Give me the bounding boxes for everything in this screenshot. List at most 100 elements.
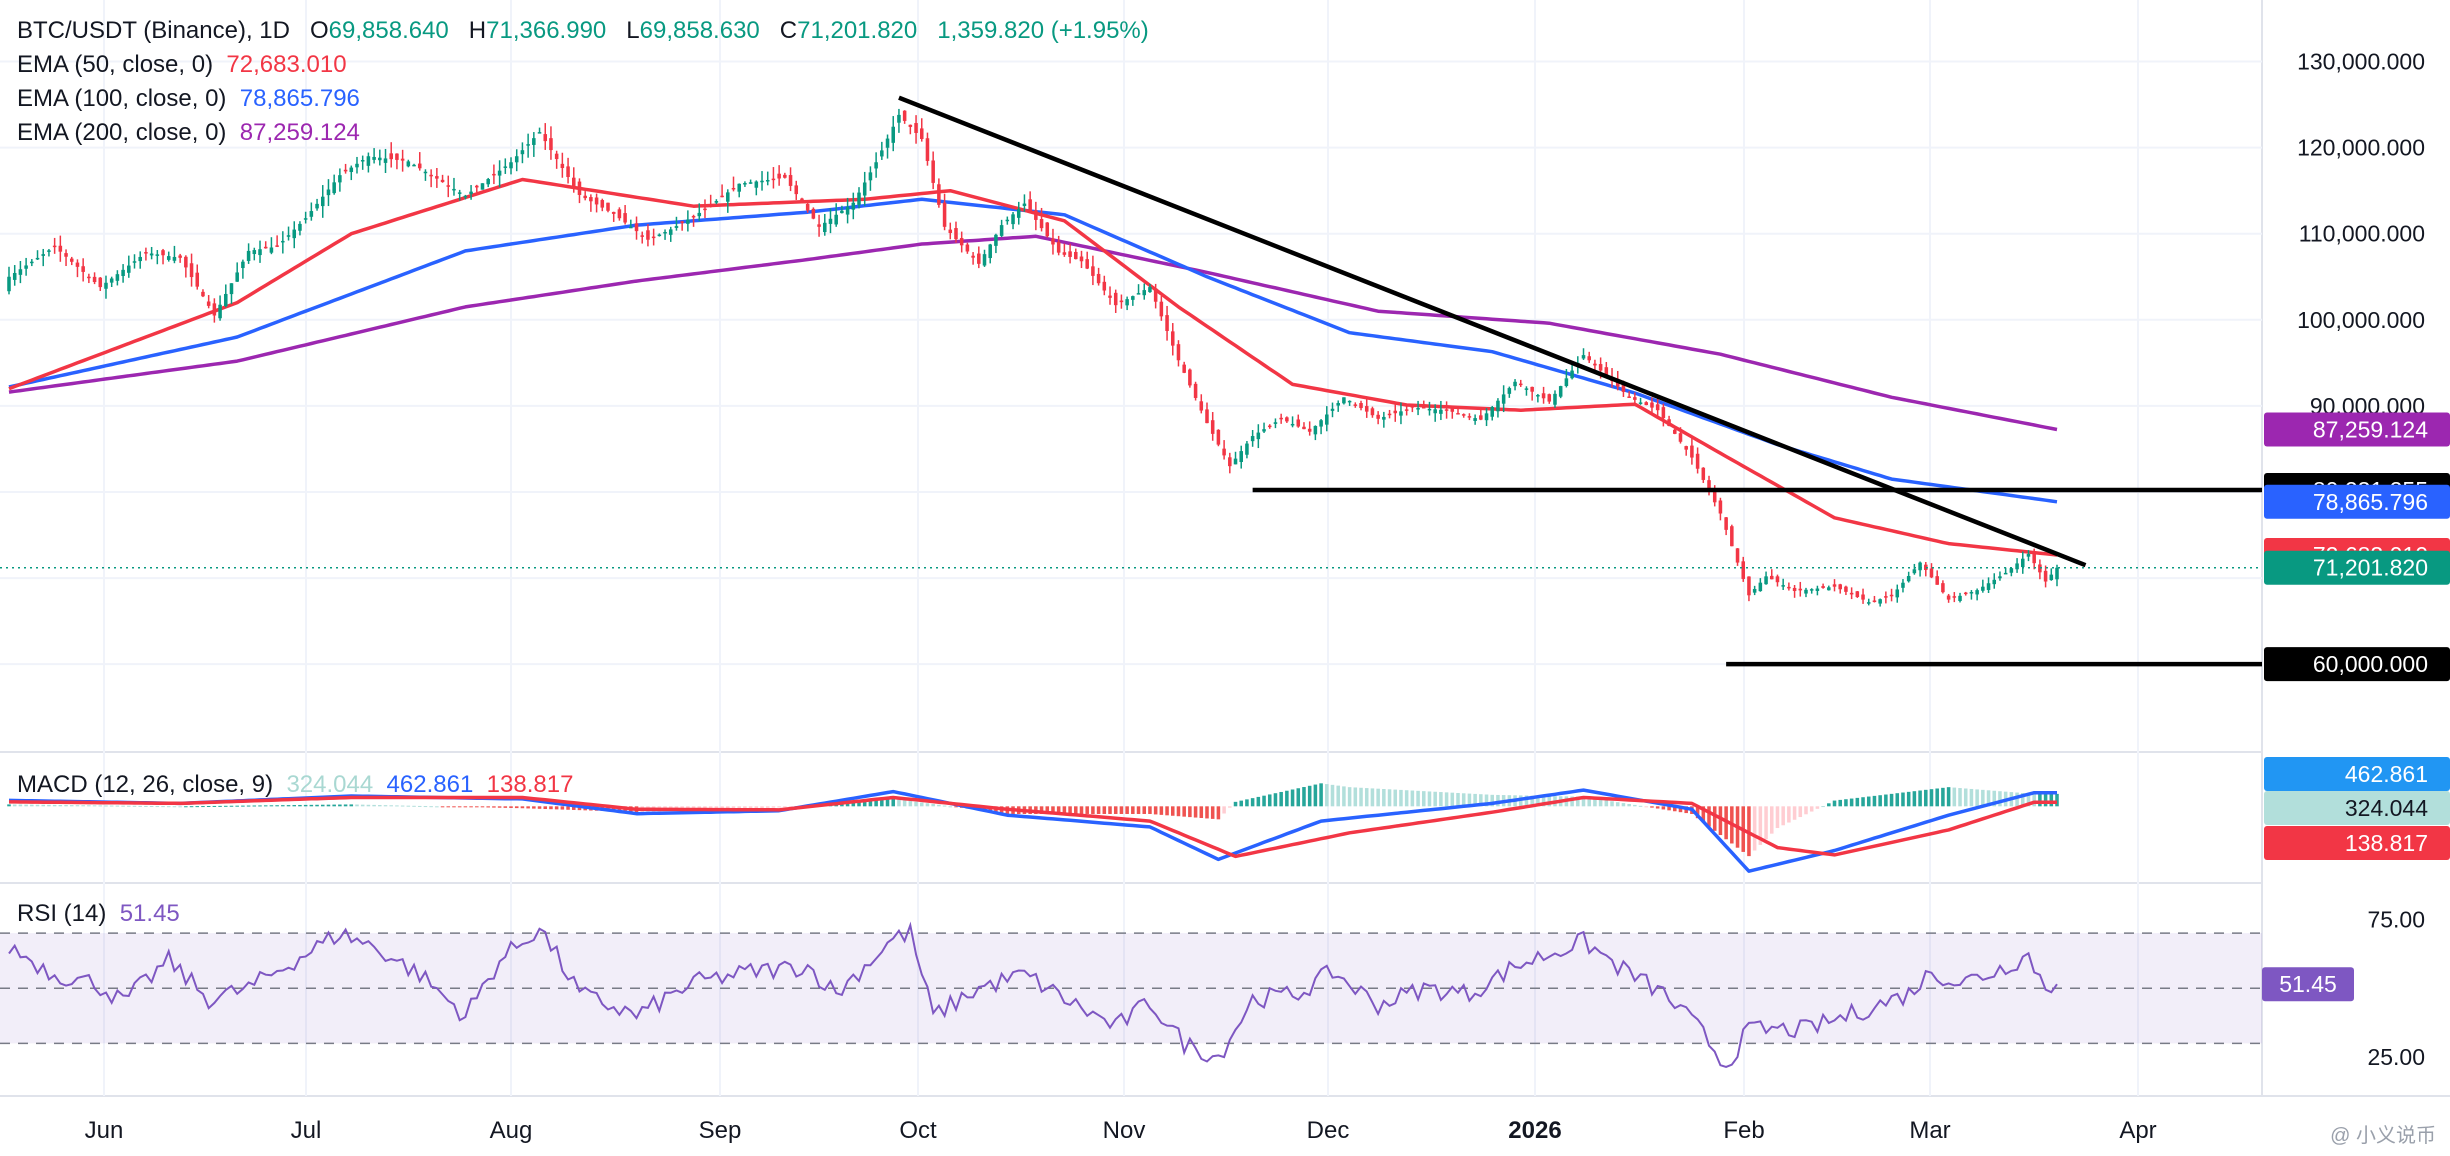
candle-body [526,144,530,146]
candle-body [549,138,553,151]
candle [1353,402,1358,408]
candle [1062,243,1067,257]
candle-body [149,253,154,256]
candle [1604,361,1609,376]
candle [1673,428,1677,435]
macd-histogram-bar [463,806,468,808]
macd-histogram-bar [109,805,114,807]
candle [360,155,365,170]
candle-body [1667,419,1671,426]
macd-histogram-bar [1633,804,1637,807]
candle-body [1752,588,1757,593]
candle-body [1724,517,1728,530]
ema100-legend[interactable]: EMA (100, close, 0) 78,865.796 [17,85,360,112]
candle [1992,573,1997,589]
candlestick-series[interactable] [7,108,2059,607]
candle-body [1821,586,1825,588]
candle [1747,576,1751,602]
macd-histogram-bar [1382,788,1386,807]
macd-legend[interactable]: MACD (12, 26, close, 9) 324.044 462.861 … [17,771,574,798]
macd-histogram-bar [1216,806,1221,820]
candle [1393,403,1398,422]
trendlines[interactable] [0,95,2262,667]
macd-histogram-bar [1661,806,1666,810]
candle [166,251,171,262]
macd-histogram-bar [224,805,228,807]
candle [1872,595,1877,603]
candle-body [1256,432,1261,440]
candle [743,181,747,187]
candle [1918,561,1922,577]
candle [87,273,91,284]
candle [680,220,684,231]
macd-histogram-bar [1427,791,1432,807]
candle-body [389,153,393,160]
candle [400,149,405,172]
macd-histogram-bar [1598,799,1603,807]
candle [840,205,844,214]
macd-histogram-bar [1096,806,1101,814]
candle-body [1650,402,1654,408]
candle [435,167,439,188]
x-tick-label: Dec [1307,1117,1350,1144]
macd-histogram-bar [121,805,125,807]
macd-histogram-bar [1861,797,1865,807]
candle-body [1450,406,1455,412]
price-axis-label: 87,259.124 [2264,412,2450,447]
candle-body [69,258,74,262]
candle-body [1524,388,1529,390]
candle [281,231,285,254]
candle [1125,296,1129,311]
ema200-legend[interactable]: EMA (200, close, 0) 87,259.124 [17,119,360,146]
candle-body [1969,592,1974,594]
macd-histogram-bar [509,806,513,808]
candle [1051,228,1055,255]
candle [982,249,987,267]
candle-body [1188,369,1192,386]
macd-histogram-bar [1536,795,1540,807]
candle [1364,399,1369,418]
candle [937,178,941,208]
macd-histogram-bar [1593,798,1597,807]
candle-body [663,231,667,234]
macd-histogram-bar [355,804,359,807]
candle-body [1633,397,1637,400]
macd-histogram-bar [406,805,411,807]
macd-histogram-bar [1878,795,1882,807]
symbol-title[interactable]: BTC/USDT (Binance), 1D [17,17,290,44]
ema50-legend[interactable]: EMA (50, close, 0) 72,683.010 [17,51,347,78]
candle [1661,403,1666,427]
candle [2021,551,2025,574]
macd-histogram-bar [201,806,205,808]
candle-body [366,156,371,166]
candle-body [1119,300,1124,303]
macd-histogram-bar [1399,789,1403,807]
macd-histogram-bar [1764,806,1768,840]
candle-body [127,265,131,273]
candle [1633,392,1637,404]
macd-histogram-bar [1815,806,1820,809]
macd-histogram-bar [748,806,753,809]
candle-body [1205,409,1209,424]
rsi-legend[interactable]: RSI (14) 51.45 [17,900,180,927]
candle-body [1558,386,1563,397]
candle-body [1330,408,1335,411]
candle-body [577,181,582,195]
candle-body [634,223,639,232]
candle [1781,578,1785,590]
candle [1399,402,1403,425]
macd-histogram-bar [1051,806,1055,814]
macd-histogram-bar [1952,787,1957,807]
y-tick-label: 110,000.000 [2299,221,2425,247]
macd-histogram-bar [1170,806,1175,816]
macd-histogram-bar [1279,791,1283,807]
candle-body [1096,273,1101,284]
candle-body [87,276,91,279]
candle-body [429,174,433,177]
candle-body [783,174,787,178]
candle-body [1079,256,1084,262]
macd-histogram-bar [1935,788,1939,807]
candle [566,157,570,184]
candle [977,246,981,269]
